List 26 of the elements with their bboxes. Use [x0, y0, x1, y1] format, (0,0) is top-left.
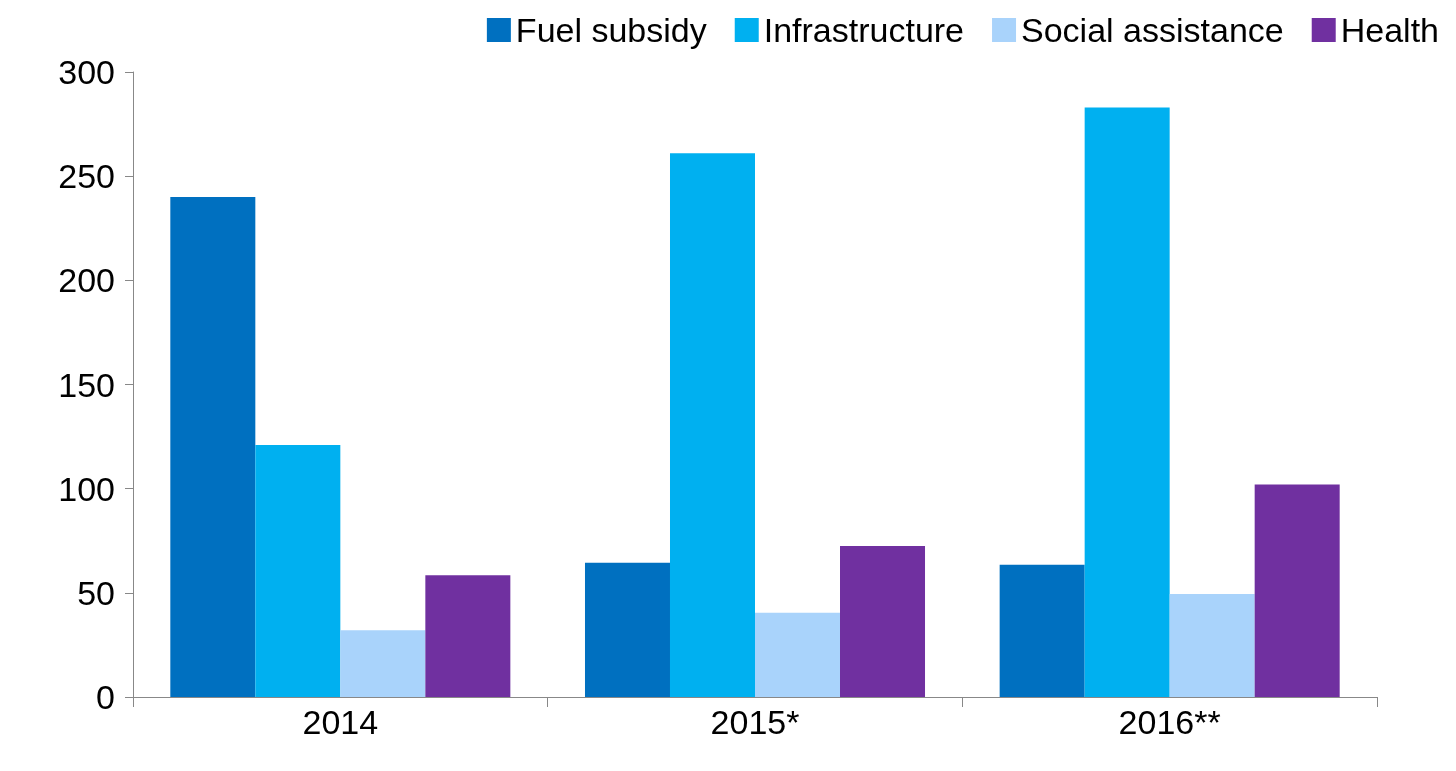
y-tick-label: 300 [58, 53, 115, 91]
bar [1084, 107, 1170, 697]
bar [840, 545, 926, 697]
x-tick-label: 2014 [302, 703, 379, 741]
y-tick-label: 250 [58, 157, 115, 196]
y-tick-label: 200 [58, 261, 115, 300]
bar [170, 197, 256, 697]
bar [1169, 593, 1255, 697]
bar [1254, 484, 1340, 697]
bar [340, 630, 426, 697]
legend-label: Fuel subsidy [515, 11, 707, 49]
x-tick-label: 2015* [710, 703, 800, 741]
legend-label: Infrastructure [763, 11, 965, 49]
x-tick-label: 2016** [1118, 703, 1221, 741]
y-tick-label: 0 [96, 678, 115, 716]
bar [584, 562, 670, 697]
bar [425, 575, 511, 697]
legend-label: Social assistance [1021, 11, 1284, 49]
y-tick-label: 100 [58, 469, 115, 508]
y-tick-label: 150 [58, 365, 115, 404]
bar [669, 153, 755, 697]
bar [755, 612, 841, 697]
legend-label: Health [1340, 11, 1439, 49]
bar [999, 564, 1085, 697]
y-tick-label: 50 [77, 573, 115, 612]
bar [255, 444, 341, 697]
